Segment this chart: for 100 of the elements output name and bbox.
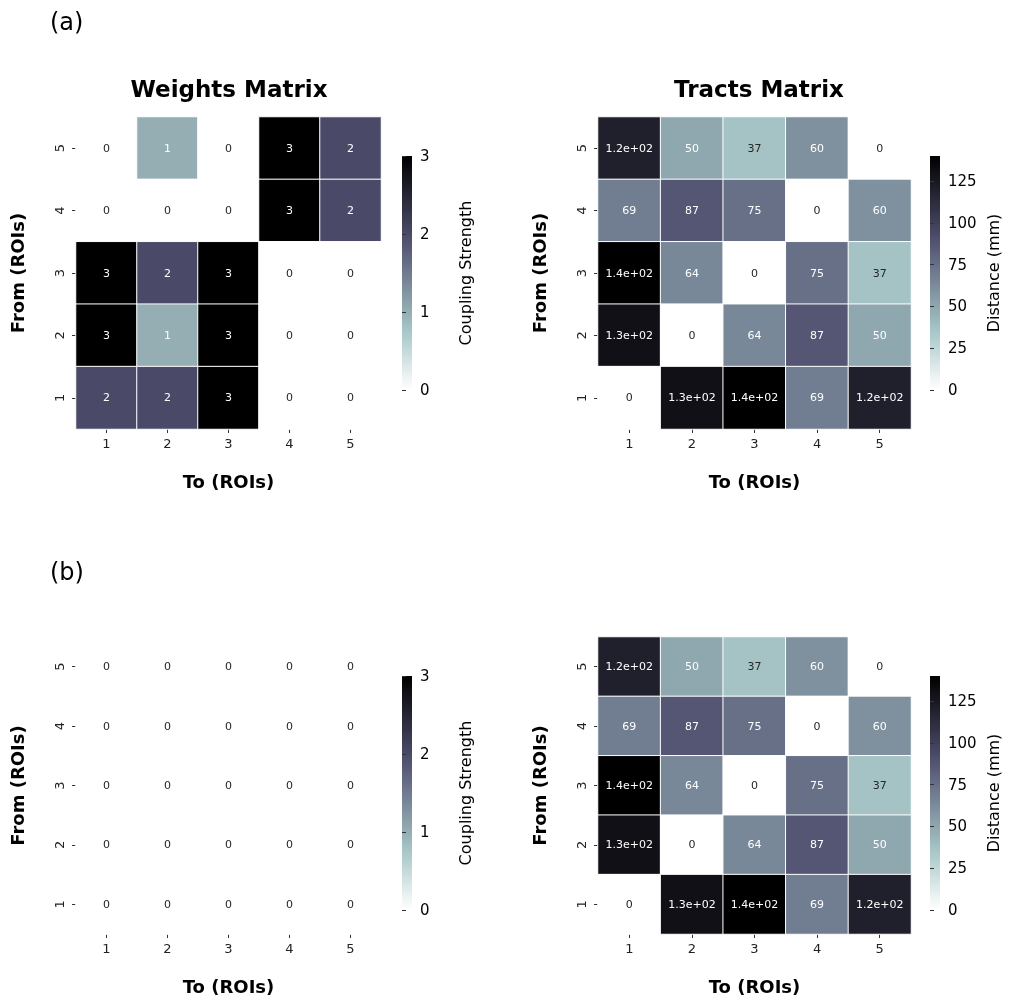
y-tick-label: 1 <box>574 900 589 909</box>
data-label: 0 <box>286 391 293 405</box>
data-label: 1.2e+02 <box>855 897 904 911</box>
data-label: 2 <box>103 391 110 405</box>
data-label: 0 <box>286 719 293 733</box>
data-label: 50 <box>684 660 699 674</box>
y-tick-label: 2 <box>52 840 67 850</box>
data-label: 1.4e+02 <box>730 897 779 911</box>
color-bar-title: Distance (mm) <box>983 213 1003 333</box>
y-tick-label: 3 <box>52 781 67 790</box>
data-label: 0 <box>813 719 821 733</box>
chart-title: Weights Matrix <box>130 75 328 102</box>
data-label: 37 <box>747 660 762 674</box>
data-label: 69 <box>810 391 825 405</box>
data-label: 60 <box>872 719 887 733</box>
data-label: 69 <box>622 719 637 733</box>
color-bar-label: 25 <box>948 859 968 878</box>
y-tick-label: 3 <box>574 781 589 790</box>
data-label: 1.2e+02 <box>605 660 654 674</box>
data-label: 3 <box>286 204 293 218</box>
data-label: 0 <box>103 838 110 852</box>
data-label: 0 <box>164 660 171 674</box>
color-bar-label: 0 <box>420 381 430 399</box>
data-label: 1.4e+02 <box>605 266 654 280</box>
color-bar-label: 1 <box>420 303 430 321</box>
data-label: 0 <box>347 266 354 280</box>
text: (b) <box>50 558 84 586</box>
color-bar-label: 100 <box>948 213 977 232</box>
color-bar-label: 0 <box>948 381 958 399</box>
data-label: 37 <box>747 141 762 155</box>
data-label: 64 <box>747 328 762 342</box>
y-axis-title: From (ROIs) <box>6 725 28 846</box>
color-bar-label: 0 <box>948 901 958 919</box>
data-label: 3 <box>225 328 232 342</box>
data-label: 87 <box>684 204 699 218</box>
data-label: 50 <box>872 328 887 342</box>
data-label: 3 <box>103 266 110 280</box>
data-label: 0 <box>225 141 232 155</box>
x-tick-label: 2 <box>163 941 172 956</box>
data-label: 0 <box>225 660 232 674</box>
data-label: 1.4e+02 <box>605 779 654 792</box>
y-tick-label: 3 <box>574 268 589 278</box>
y-tick-label: 4 <box>574 206 589 215</box>
data-label: 0 <box>103 779 110 792</box>
color-bar-label: 100 <box>948 733 977 752</box>
data-label: 0 <box>164 204 171 218</box>
data-label: 0 <box>164 779 171 792</box>
data-label: 0 <box>625 391 633 405</box>
data-label: 0 <box>286 779 293 792</box>
y-tick-label: 1 <box>52 900 67 909</box>
x-axis-title: To (ROIs) <box>708 975 801 997</box>
x-tick-label: 5 <box>346 941 355 956</box>
y-tick-label: 2 <box>52 331 67 340</box>
y-tick-label: 4 <box>52 721 67 731</box>
y-axis-title: From (ROIs) <box>528 725 550 846</box>
data-label: 75 <box>810 266 825 280</box>
data-label: 1.2e+02 <box>605 141 654 155</box>
color-bar-label: 75 <box>948 255 968 274</box>
x-axis-title: To (ROIs) <box>182 470 275 492</box>
data-label: 1.3e+02 <box>668 391 716 405</box>
color-bar-label: 125 <box>948 692 977 711</box>
y-tick-label: 4 <box>574 721 589 731</box>
x-tick-label: 2 <box>687 941 697 956</box>
data-label: 69 <box>810 897 825 911</box>
x-tick-label: 1 <box>625 941 634 956</box>
x-tick-label: 3 <box>750 941 759 956</box>
data-label: 0 <box>347 328 354 342</box>
data-label: 64 <box>684 266 699 280</box>
x-tick-label: 1 <box>102 436 111 451</box>
data-label: 0 <box>103 204 110 218</box>
data-label: 0 <box>347 660 354 674</box>
color-bar-label: 50 <box>948 817 968 836</box>
data-label: 3 <box>225 266 232 280</box>
y-tick-label: 5 <box>574 144 589 153</box>
color-bar-label: 0 <box>420 901 430 919</box>
data-label: 0 <box>347 838 354 852</box>
data-label: 0 <box>625 897 633 911</box>
y-tick-label: 3 <box>52 268 67 278</box>
x-tick-label: 2 <box>687 436 697 451</box>
data-label: 0 <box>225 838 232 852</box>
data-label: 3 <box>103 328 110 342</box>
data-label: 64 <box>684 779 699 792</box>
y-tick-label: 4 <box>52 206 67 215</box>
color-bar-label: 50 <box>948 297 968 316</box>
data-label: 60 <box>810 660 825 674</box>
data-label: 75 <box>810 779 825 792</box>
data-label: 0 <box>164 719 171 733</box>
x-tick-label: 5 <box>875 436 884 451</box>
data-label: 1 <box>164 328 171 342</box>
y-axis-title: From (ROIs) <box>528 212 550 334</box>
data-label: 87 <box>810 328 825 342</box>
y-tick-label: 5 <box>52 144 67 153</box>
data-label: 87 <box>810 838 825 852</box>
data-label: 0 <box>286 838 293 852</box>
x-tick-label: 1 <box>102 941 111 956</box>
data-label: 1.3e+02 <box>605 328 654 342</box>
text: (a) <box>50 8 84 36</box>
data-label: 0 <box>225 204 232 218</box>
data-label: 2 <box>347 204 354 218</box>
color-bar-title: Distance (mm) <box>983 733 1003 853</box>
